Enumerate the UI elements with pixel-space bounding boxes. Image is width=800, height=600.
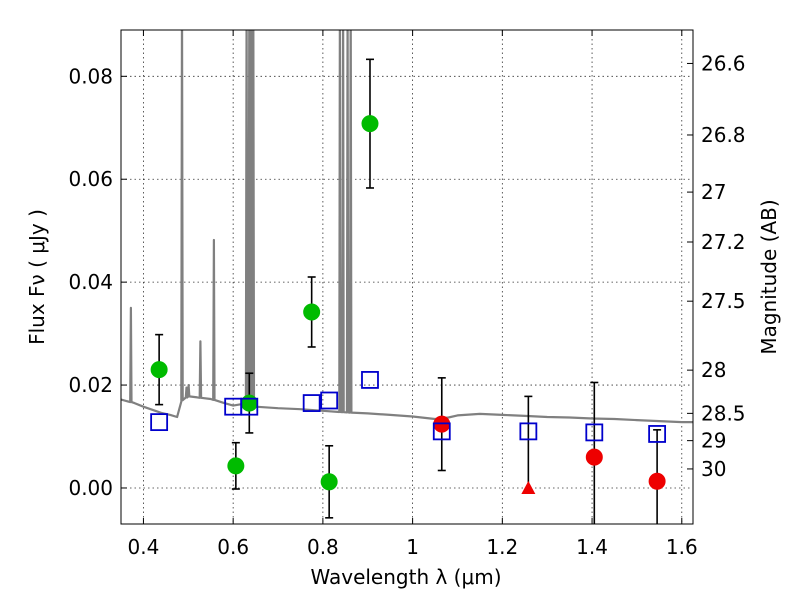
model-photometry-point: [150, 413, 169, 432]
model-photometry-point: [519, 422, 538, 441]
data-point: [150, 361, 168, 379]
right-tick-label: 26.6: [701, 51, 746, 75]
x-tick-label: 1: [406, 535, 419, 559]
y-tick-label: 0.06: [68, 167, 113, 191]
x-tick-label: 0.4: [128, 535, 160, 559]
model-photometry-point: [648, 425, 667, 443]
right-tick-label: 28: [701, 358, 726, 382]
right-tick-label: 27.2: [701, 230, 746, 254]
y-tick-label: 0.08: [68, 64, 113, 88]
x-tick-label: 0.8: [307, 535, 339, 559]
model-photometry-point: [240, 397, 259, 416]
x-tick-label: 0.6: [217, 535, 249, 559]
data-markers: [150, 115, 667, 494]
y-tick-label: 0.00: [68, 476, 113, 500]
data-point: [361, 115, 379, 133]
axis-ticks: 0.4 0.6 0.8 1 1.2 1.4 1.6 0.00 0.02 0.04 0.06 0.08 2…: [68, 30, 746, 559]
right-tick-label: 30: [701, 457, 726, 481]
data-point: [303, 303, 321, 321]
model-photometry-point: [432, 422, 451, 441]
y-tick-label: 0.02: [68, 373, 113, 397]
data-point: [648, 472, 666, 490]
data-point: [227, 457, 245, 475]
right-tick-label: 29: [701, 429, 726, 453]
right-tick-label: 28.5: [701, 401, 746, 425]
right-tick-label: 26.8: [701, 123, 746, 147]
model-photometry-point: [585, 423, 604, 442]
x-axis-title: Wavelength λ (μm): [310, 565, 501, 589]
grid: [121, 30, 693, 524]
x-tick-label: 1.2: [486, 535, 518, 559]
model-spectrum: [121, 30, 693, 424]
model-photometry-point: [361, 371, 379, 389]
plot-frame: [120, 29, 694, 525]
data-point: [240, 394, 258, 412]
x-tick-label: 1.6: [666, 535, 698, 559]
model-photometry-point: [302, 394, 321, 412]
right-tick-label: 27: [701, 180, 726, 204]
upper-limit-marker: [521, 480, 536, 494]
y-axis-title: Flux Fν ( μJy ): [25, 209, 49, 345]
data-point: [585, 448, 603, 466]
right-axis-title: Magnitude (AB): [757, 199, 781, 354]
y-tick-label: 0.04: [68, 270, 113, 294]
data-point: [320, 473, 338, 491]
model-spectrum-line: [121, 30, 693, 424]
model-photometry-point: [320, 391, 339, 410]
right-tick-label: 27.5: [701, 289, 746, 313]
x-tick-label: 1.4: [576, 535, 608, 559]
